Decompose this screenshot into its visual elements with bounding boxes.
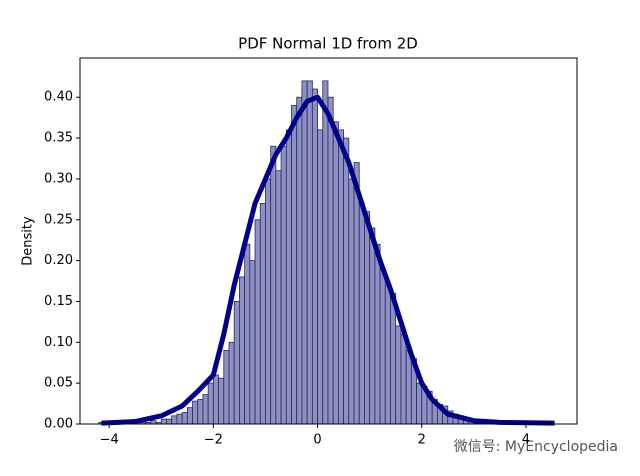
bar [358,203,365,425]
bar [270,145,277,425]
bar [186,407,193,425]
bar [369,227,376,425]
x-tick-label: 2 [418,433,426,448]
bar [218,377,225,425]
bar [212,374,219,425]
bar [171,415,178,425]
chart-title: PDF Normal 1D from 2D [238,35,418,53]
bar [390,292,397,425]
bar [364,211,371,425]
bar [192,400,199,425]
bar [400,333,407,425]
bar [374,243,381,425]
bar [166,418,173,425]
bar [280,145,287,425]
bar [322,80,329,425]
x-tick-label: 0 [313,433,321,448]
bar [275,170,282,425]
bar [259,203,266,425]
bar [337,129,345,425]
bar [405,350,412,425]
watermark: 微信号: MyEncyclopedia [454,439,618,455]
y-tick-label: 0.40 [44,90,73,105]
y-tick-label: 0.00 [44,417,73,432]
bar [332,121,339,425]
y-tick-label: 0.30 [44,171,73,186]
bar [306,80,313,425]
bar [296,96,303,425]
bar [197,399,204,425]
bar [327,96,334,425]
bar [207,382,214,425]
bar [285,129,292,425]
bar [228,341,235,425]
y-tick-label: 0.20 [44,253,73,268]
x-tick-label: 4 [522,433,530,448]
bar [384,284,391,425]
y-tick-label: 0.15 [44,294,73,309]
bar [254,219,261,425]
bar [244,243,251,425]
bar [416,382,423,425]
bar [202,394,209,425]
bar [379,268,386,425]
bar [343,137,350,425]
bar [223,350,230,425]
x-tick-label: −4 [100,433,119,448]
bar [353,162,360,425]
y-tick-label: 0.05 [44,376,73,391]
bar [239,276,246,425]
bar [181,412,188,425]
bar [176,413,183,425]
bar [233,301,240,425]
bar [291,104,298,425]
y-axis-label: Density [21,216,36,266]
bar [160,418,167,425]
bar [301,80,308,425]
y-tick-label: 0.25 [44,212,73,227]
bar [265,178,272,425]
bar [317,129,324,425]
x-tick-label: −2 [204,433,223,448]
bar [311,88,318,425]
y-tick-label: 0.10 [44,335,73,350]
bar [249,260,256,425]
bar [348,178,355,425]
y-tick-label: 0.35 [44,131,73,146]
kde-line [101,94,555,426]
plot-frame [79,57,578,425]
bar [395,325,402,425]
